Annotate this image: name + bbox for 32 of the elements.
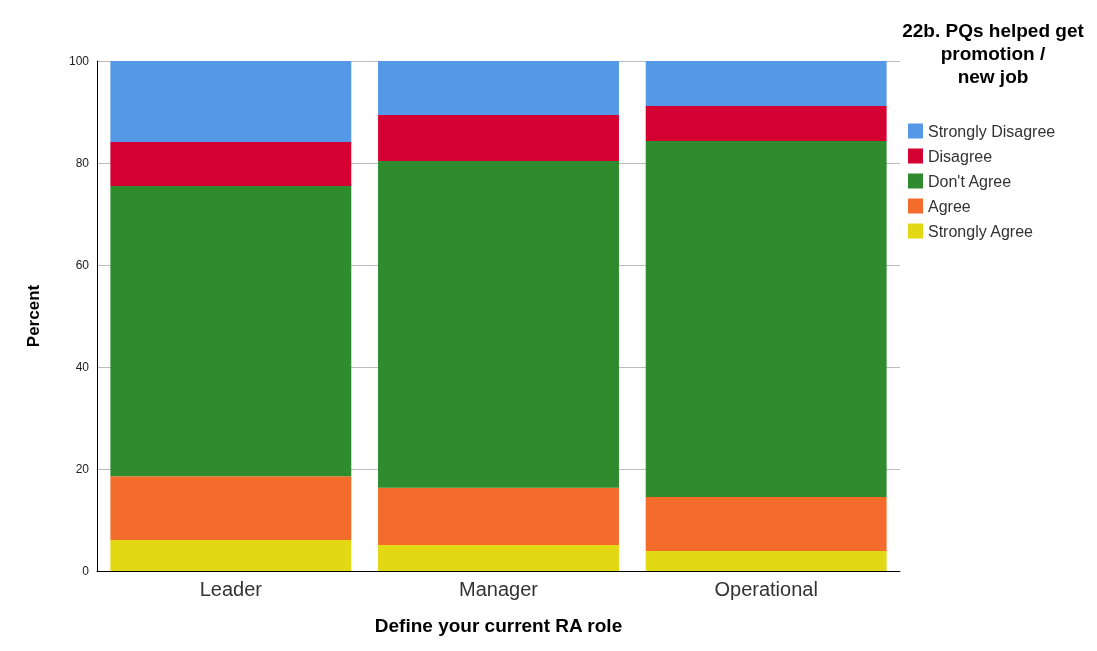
- y-tick-label: 100: [68, 54, 90, 68]
- bar: [110, 185, 352, 477]
- legend-label: Don't Agree: [928, 172, 1012, 190]
- bar: [110, 539, 352, 571]
- bar: [645, 497, 887, 552]
- bar: [110, 61, 352, 143]
- y-tick-label: 80: [75, 156, 90, 170]
- y-tick-label: 40: [75, 360, 90, 374]
- y-tick-label: 0: [82, 564, 90, 578]
- y-axis-title: Percent: [24, 284, 43, 348]
- x-tick-label: Leader: [199, 578, 263, 600]
- bar: [378, 544, 619, 571]
- bar: [110, 476, 352, 540]
- bar: [378, 487, 619, 545]
- bar: [378, 115, 619, 161]
- bar: [645, 105, 887, 142]
- legend-label: Agree: [928, 197, 971, 215]
- x-axis-title: Define your current RA role: [374, 615, 623, 636]
- legend-label: Strongly Agree: [928, 222, 1034, 240]
- bar: [645, 61, 887, 106]
- legend-title: 22b. PQs helped get promotion / new job: [902, 20, 1085, 87]
- y-tick-label: 20: [75, 462, 90, 476]
- legend-label: Disagree: [928, 147, 993, 165]
- bar: [110, 142, 352, 186]
- y-tick-label: 60: [75, 258, 90, 272]
- bar: [645, 551, 887, 571]
- bar: [645, 141, 887, 498]
- x-tick-label: Manager: [459, 578, 539, 600]
- legend-label: Strongly Disagree: [928, 122, 1056, 140]
- x-tick-label: Operational: [714, 578, 818, 600]
- bar: [378, 160, 619, 488]
- bar: [378, 61, 619, 116]
